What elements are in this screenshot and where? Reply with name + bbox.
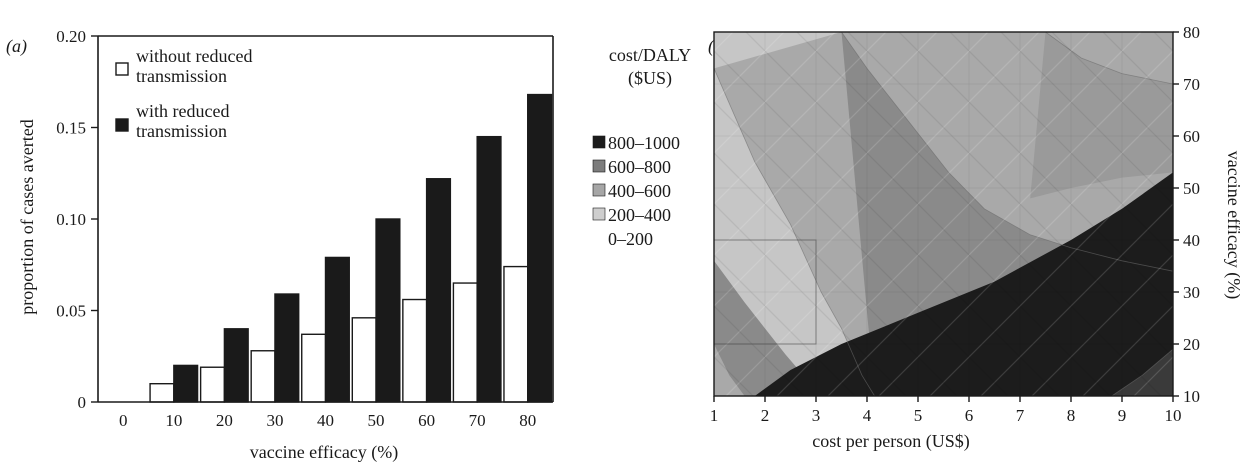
bar-with-40 <box>324 256 350 403</box>
bar-without-10 <box>149 383 175 403</box>
x-tick-label: 5 <box>914 406 923 425</box>
legend-label-0–200: 0–200 <box>608 229 653 249</box>
legend-label-without: without reduced transmission <box>136 46 252 86</box>
legend-label-with: with reduced transmission <box>136 101 229 141</box>
bar-with-20 <box>223 328 249 403</box>
grid-cell-outline <box>714 239 817 345</box>
y-tick-label: 0.20 <box>56 27 86 46</box>
y-tick-label: 20 <box>1183 335 1200 354</box>
x-tick-label: 8 <box>1067 406 1076 425</box>
panel-a-y-axis-label: proportion of cases averted <box>17 119 37 314</box>
legend-swatch-600–800 <box>592 159 606 173</box>
y-tick-label: 30 <box>1183 283 1200 302</box>
x-tick-label: 7 <box>1016 406 1025 425</box>
y-tick-label: 40 <box>1183 231 1200 250</box>
y-tick-label: 0 <box>78 393 87 412</box>
bar-without-60 <box>402 298 428 403</box>
panel-b-legend: cost/DALY ($US) 800–1000 600–800 400–600 200–… <box>592 45 691 249</box>
legend-title-line: cost/DALY <box>609 45 691 65</box>
diagonal-texture <box>714 32 1173 396</box>
y-tick-label: 0.10 <box>56 210 86 229</box>
legend-swatch-without <box>115 62 129 76</box>
panel-b-y-axis-label: vaccine efficacy (%) <box>1223 151 1240 300</box>
bar-without-80 <box>503 265 529 403</box>
x-tick-label: 70 <box>469 411 486 430</box>
x-tick-label: 80 <box>519 411 536 430</box>
panel-a-bars <box>149 93 553 403</box>
x-tick-label: 40 <box>317 411 334 430</box>
x-tick-label: 20 <box>216 411 233 430</box>
bar-with-30 <box>274 293 300 403</box>
x-tick-label: 3 <box>812 406 821 425</box>
bar-with-80 <box>527 93 553 403</box>
bar-with-50 <box>375 218 401 403</box>
legend-swatch-200–400 <box>592 207 606 221</box>
bar-with-70 <box>476 135 502 403</box>
bar-without-70 <box>452 282 478 403</box>
x-tick-label: 0 <box>119 411 128 430</box>
panel-a-legend: without reduced transmission with reduced t… <box>115 46 252 141</box>
legend-swatch-0–200 <box>593 232 605 244</box>
x-tick-label: 50 <box>368 411 385 430</box>
legend-label-400–600: 400–600 <box>608 181 671 201</box>
y-tick-label: 50 <box>1183 179 1200 198</box>
x-tick-label: 6 <box>965 406 974 425</box>
legend-title-line: ($US) <box>628 68 672 89</box>
panel-b-heatmap: (b) cost/DALY($US)800–1000600–800400–600… <box>592 23 1240 452</box>
bar-without-20 <box>199 366 226 403</box>
panel-a-label: (a) <box>6 36 27 57</box>
panel-a-axes: 0 10 20 30 40 50 60 70 80 0 0.05 0.10 0.15 0.20 <box>56 27 554 430</box>
x-tick-label: 60 <box>418 411 435 430</box>
plot-frame <box>713 31 1174 397</box>
legend-swatch-with <box>115 118 129 132</box>
x-tick-label: 10 <box>1165 406 1182 425</box>
legend-swatch-400–600 <box>592 183 606 197</box>
x-tick-label: 4 <box>863 406 872 425</box>
bar-without-40 <box>301 333 327 403</box>
bar-with-10 <box>173 364 199 403</box>
panel-a-bar-chart: (a) 0 10 20 30 40 50 60 70 80 0 0.05 0.10 0.15 0.20 w… <box>6 27 554 463</box>
y-tick-label: 10 <box>1183 387 1200 406</box>
legend-label-200–400: 200–400 <box>608 205 671 225</box>
bar-without-30 <box>250 350 276 403</box>
panel-a-x-axis-label: vaccine efficacy (%) <box>250 442 399 463</box>
legend-label-600–800: 600–800 <box>608 157 671 177</box>
y-tick-label: 80 <box>1183 23 1200 42</box>
panel-b-plot-area <box>714 32 1173 396</box>
y-tick-label: 70 <box>1183 75 1200 94</box>
bar-without-50 <box>351 317 377 403</box>
panel-b-x-axis-label: cost per person (US$) <box>812 431 969 452</box>
y-tick-label: 0.15 <box>56 119 86 138</box>
bar-with-60 <box>425 178 452 403</box>
y-tick-label: 60 <box>1183 127 1200 146</box>
legend-label-800–1000: 800–1000 <box>608 133 680 153</box>
x-tick-label: 1 <box>710 406 719 425</box>
legend-swatch-800–1000 <box>592 135 606 149</box>
y-tick-label: 0.05 <box>56 302 86 321</box>
x-tick-label: 10 <box>165 411 182 430</box>
x-tick-label: 2 <box>761 406 770 425</box>
x-tick-label: 30 <box>266 411 283 430</box>
x-tick-label: 9 <box>1118 406 1127 425</box>
